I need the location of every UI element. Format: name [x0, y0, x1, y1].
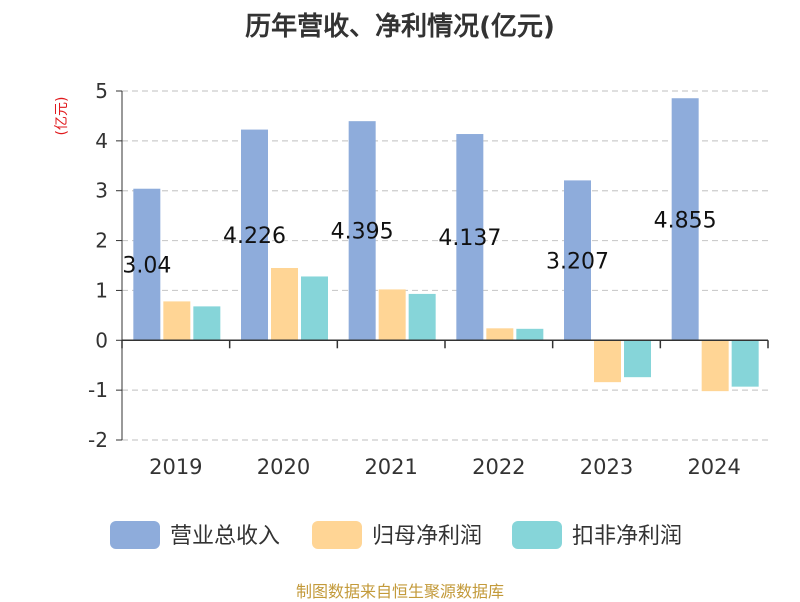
y-tick-label: -1 — [88, 378, 108, 402]
bar-归母净利润-2023 — [594, 340, 621, 383]
bar-归母净利润-2021 — [378, 289, 406, 341]
bar-营业总收入-2023 — [564, 180, 591, 341]
bar-营业总收入-2024 — [671, 98, 699, 341]
bar-营业总收入-2021 — [348, 121, 376, 341]
y-tick-label: -2 — [88, 428, 108, 452]
data-label-revenue-2022: 4.137 — [438, 226, 501, 251]
y-tick-label: 4 — [95, 129, 108, 153]
chart-title: 历年营收、净利情况(亿元) — [245, 12, 555, 42]
y-tick-label: 0 — [95, 328, 108, 352]
y-tick-label: 5 — [95, 79, 108, 103]
data-label-revenue-2020: 4.226 — [223, 224, 286, 249]
axes: -2 -1 0 1 2 3 4 5 2019 2020 2021 2022 2023 2024 — [88, 79, 769, 479]
x-tick-label: 2023 — [580, 455, 633, 479]
legend: 营业总收入 归母净利润 扣非净利润 — [110, 521, 682, 549]
bar-归母净利润-2020 — [271, 267, 298, 341]
data-label-revenue-2023: 3.207 — [546, 249, 609, 274]
x-tick-label: 2020 — [257, 455, 310, 479]
source-footer: 制图数据来自恒生聚源数据库 — [295, 582, 504, 601]
bar-扣非净利润-2019 — [193, 306, 221, 341]
bar-营业总收入-2022 — [456, 134, 484, 341]
y-tick-label: 3 — [95, 179, 108, 203]
bar-扣非净利润-2023 — [624, 340, 651, 378]
bars — [133, 98, 759, 392]
bar-归母净利润-2024 — [701, 340, 729, 392]
bar-归母净利润-2019 — [163, 301, 191, 341]
x-tick-label: 2022 — [472, 455, 525, 479]
y-tick-label: 1 — [95, 278, 108, 302]
y-tick-label: 2 — [95, 229, 108, 253]
legend-swatch-营业总收入[interactable] — [110, 521, 160, 549]
x-tick-label: 2021 — [364, 455, 417, 479]
bar-营业总收入-2020 — [241, 129, 268, 341]
bar-扣非净利润-2024 — [731, 340, 759, 387]
legend-swatch-扣非净利润[interactable] — [512, 521, 562, 549]
bar-归母净利润-2022 — [486, 328, 514, 341]
bar-扣非净利润-2022 — [516, 328, 544, 341]
legend-label-扣非净利润[interactable]: 扣非净利润 — [572, 524, 682, 549]
bar-扣非净利润-2020 — [301, 276, 328, 341]
data-label-revenue-2024: 4.855 — [654, 208, 717, 233]
legend-label-归母净利润[interactable]: 归母净利润 — [372, 524, 482, 549]
legend-swatch-归母净利润[interactable] — [312, 521, 362, 549]
legend-label-营业总收入[interactable]: 营业总收入 — [170, 524, 280, 549]
bar-扣非净利润-2021 — [408, 293, 436, 341]
data-labels: 3.04 4.226 4.395 4.137 3.207 4.855 — [122, 208, 716, 278]
bar-营业总收入-2019 — [133, 188, 161, 341]
y-axis-label: (亿元) — [54, 97, 70, 136]
x-tick-label: 2024 — [687, 455, 740, 479]
data-label-revenue-2021: 4.395 — [331, 220, 394, 245]
x-tick-label: 2019 — [149, 455, 202, 479]
gridlines — [122, 90, 768, 441]
data-label-revenue-2019: 3.04 — [122, 254, 171, 279]
